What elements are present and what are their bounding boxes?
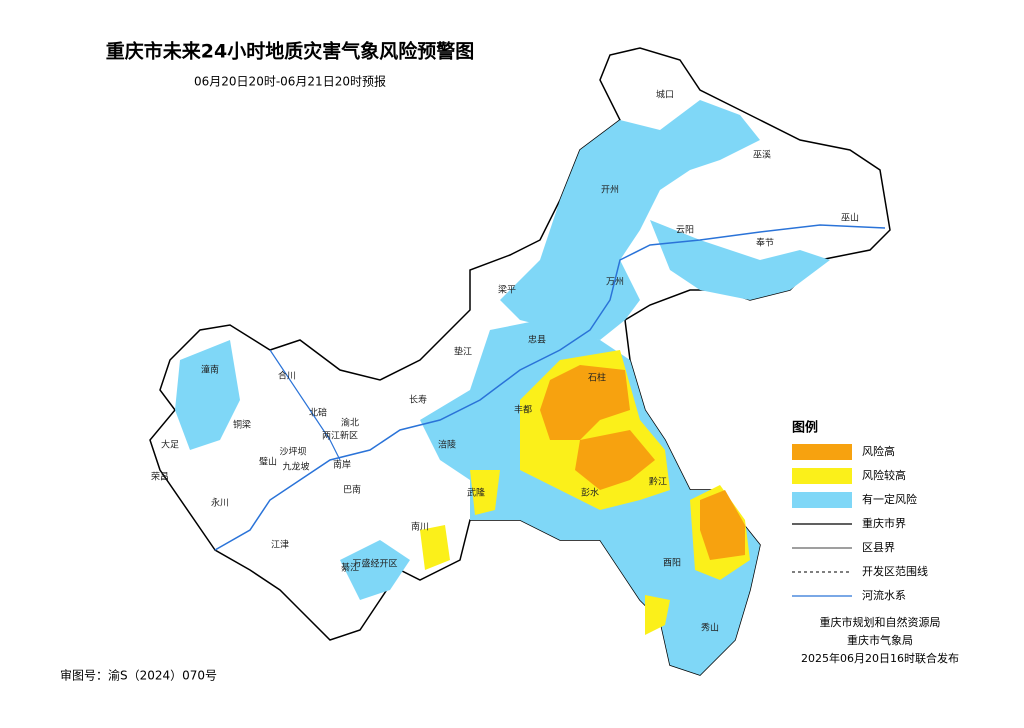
- district-label: 铜梁: [233, 419, 251, 431]
- district-label: 大足: [161, 439, 179, 451]
- legend-label: 区县界: [862, 541, 895, 554]
- risk-area: [500, 100, 760, 340]
- district-label: 綦江: [341, 562, 359, 574]
- district-label: 城口: [656, 90, 674, 101]
- legend-swatch: [792, 444, 852, 460]
- district-label: 沙坪坝: [279, 447, 306, 458]
- district-label: 巫山: [841, 213, 859, 224]
- district-label: 武隆: [467, 487, 485, 499]
- risk-area: [175, 340, 240, 450]
- district-label: 黔江: [649, 476, 667, 488]
- map: [149, 47, 891, 676]
- district-label: 北碚: [309, 407, 327, 419]
- risk-high: [540, 365, 745, 560]
- district-label: 石柱: [588, 372, 606, 384]
- district-label: 万盛经开区: [352, 558, 397, 570]
- district-label: 渝北: [341, 417, 359, 429]
- risk-area: [470, 470, 500, 515]
- district-label: 南岸: [333, 459, 351, 471]
- district-label: 酉阳: [663, 558, 681, 569]
- legend-swatch: [792, 492, 852, 508]
- district-label: 垫江: [454, 346, 472, 358]
- legend-swatch: [792, 468, 852, 484]
- district-label: 涪陵: [438, 439, 456, 451]
- district-label: 万州: [606, 277, 624, 288]
- risk-area: [700, 490, 745, 560]
- publisher: 重庆市气象局: [847, 633, 913, 647]
- legend-label: 风险较高: [862, 468, 906, 482]
- title: 重庆市未来24小时地质灾害气象风险预警图: [106, 40, 474, 63]
- district-label: 彭水: [581, 487, 599, 499]
- district-label: 秀山: [701, 622, 719, 634]
- publisher: 2025年06月20日16时联合发布: [801, 651, 959, 665]
- district-label: 江津: [271, 540, 289, 551]
- risk-area: [420, 525, 450, 570]
- legend-label: 开发区范围线: [862, 564, 928, 578]
- river: [214, 224, 886, 551]
- district-label: 南川: [411, 521, 429, 533]
- district-label: 两江新区: [322, 430, 358, 442]
- legend-title: 图例: [792, 420, 818, 436]
- risk-area: [340, 540, 410, 600]
- district-label: 丰都: [514, 404, 532, 416]
- district-label: 巴南: [343, 484, 361, 496]
- legend-label: 河流水系: [862, 588, 906, 602]
- publisher: 重庆市规划和自然资源局: [820, 615, 941, 629]
- district-label: 潼南: [201, 364, 219, 376]
- subtitle: 06月20日20时-06月21日20时预报: [194, 74, 386, 89]
- legend-label: 有一定风险: [862, 492, 917, 506]
- district-label: 长寿: [409, 394, 427, 406]
- district-label: 开州: [601, 185, 619, 196]
- river: [269, 349, 341, 461]
- legend-label: 重庆市界: [862, 516, 906, 530]
- review-number: 审图号：渝S（2024）070号: [60, 668, 217, 683]
- district-label: 永川: [211, 497, 229, 509]
- district-label: 荣昌: [151, 471, 169, 483]
- district-label: 巫溪: [753, 149, 771, 161]
- district-label: 璧山: [259, 456, 277, 468]
- district-label: 九龙坡: [282, 461, 309, 473]
- legend-label: 风险高: [862, 444, 895, 458]
- risk-area: [575, 430, 655, 490]
- risk-area: [540, 365, 630, 440]
- risk-area: [645, 595, 670, 635]
- district-label: 梁平: [498, 284, 516, 296]
- district-label: 云阳: [676, 225, 694, 236]
- district-label: 忠县: [528, 335, 546, 346]
- district-label: 合川: [278, 370, 296, 382]
- district-label: 奉节: [756, 237, 774, 249]
